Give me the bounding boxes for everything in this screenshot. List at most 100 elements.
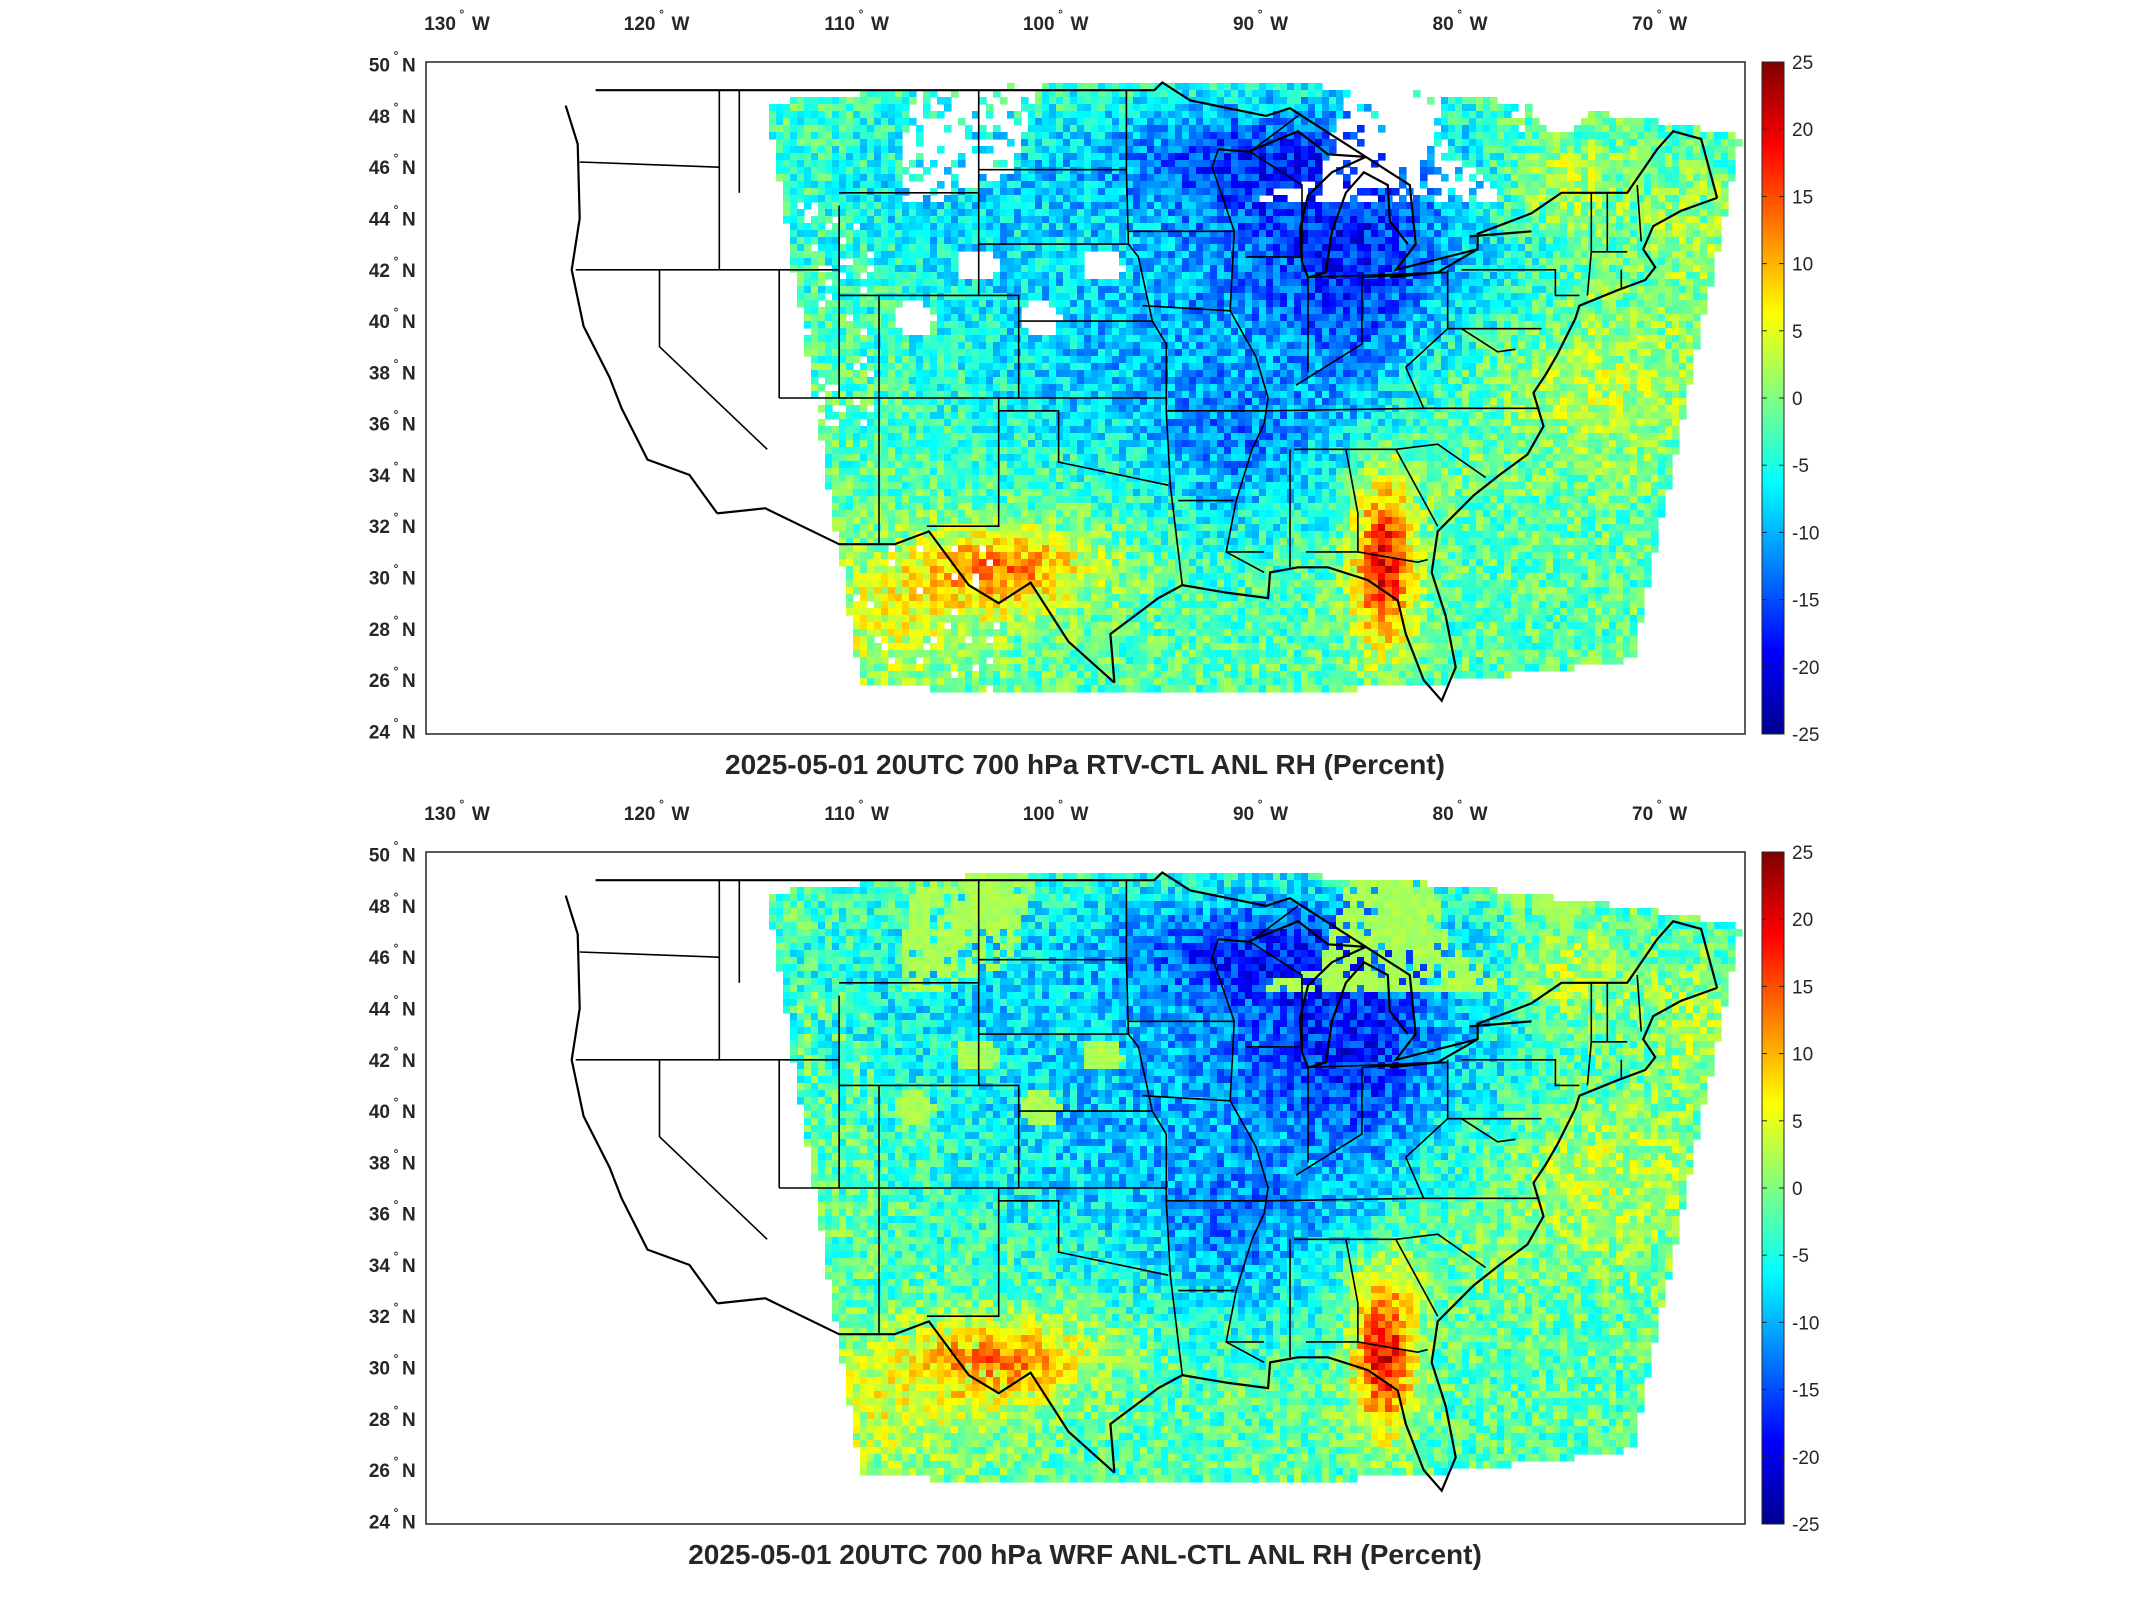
field-cell	[1693, 125, 1701, 133]
field-cell	[1140, 377, 1148, 385]
field-cell	[1273, 272, 1281, 280]
field-cell	[895, 335, 903, 343]
field-cell	[1028, 146, 1036, 154]
field-cell	[1294, 328, 1302, 336]
field-cell	[1259, 356, 1267, 364]
field-cell	[1539, 363, 1547, 371]
field-cell	[1196, 132, 1204, 140]
field-cell	[1266, 104, 1274, 112]
field-cell	[846, 181, 854, 189]
field-cell	[1287, 230, 1295, 238]
field-cell	[1210, 237, 1218, 245]
field-cell	[1609, 132, 1617, 140]
field-cell	[1658, 146, 1666, 154]
field-cell	[1637, 314, 1645, 322]
field-cell	[1070, 237, 1078, 245]
field-cell	[1140, 272, 1148, 280]
field-cell	[1483, 265, 1491, 273]
field-cell	[1602, 216, 1610, 224]
field-cell	[1098, 195, 1106, 203]
field-cell	[1532, 307, 1540, 315]
field-cell	[1518, 293, 1526, 301]
field-cell	[1273, 300, 1281, 308]
field-cell	[1483, 286, 1491, 294]
field-cell	[769, 132, 777, 140]
field-cell	[1231, 377, 1239, 385]
field-cell	[1329, 104, 1337, 112]
field-cell	[1140, 167, 1148, 175]
field-cell	[804, 300, 812, 308]
field-cell	[1532, 328, 1540, 336]
field-cell	[783, 174, 791, 182]
field-cell	[1329, 321, 1337, 329]
field-cell	[1686, 167, 1694, 175]
field-cell	[930, 111, 938, 119]
field-cell	[1644, 307, 1652, 315]
field-cell	[1098, 153, 1106, 161]
field-cell	[1322, 314, 1330, 322]
field-cell	[1196, 188, 1204, 196]
field-cell	[818, 307, 826, 315]
field-cell	[979, 230, 987, 238]
field-cell	[1105, 279, 1113, 287]
field-cell	[860, 244, 868, 252]
field-cell	[1168, 209, 1176, 217]
field-cell	[1028, 111, 1036, 119]
field-cell	[1546, 265, 1554, 273]
field-cell	[1189, 237, 1197, 245]
field-cell	[1413, 272, 1421, 280]
field-cell	[881, 363, 889, 371]
field-cell	[986, 111, 994, 119]
field-cell	[1182, 139, 1190, 147]
field-cell	[1266, 181, 1274, 189]
field-cell	[1070, 160, 1078, 168]
field-cell	[818, 223, 826, 231]
field-cell	[1721, 146, 1729, 154]
field-cell	[1567, 146, 1575, 154]
field-cell	[1567, 209, 1575, 217]
field-cell	[1231, 265, 1239, 273]
field-cell	[1287, 300, 1295, 308]
field-cell	[1154, 104, 1162, 112]
field-cell	[1238, 125, 1246, 133]
field-cell	[1203, 139, 1211, 147]
field-cell	[1539, 181, 1547, 189]
field-cell	[1105, 370, 1113, 378]
field-cell	[1441, 321, 1449, 329]
field-cell	[881, 216, 889, 224]
field-cell	[1147, 293, 1155, 301]
field-cell	[1105, 195, 1113, 203]
field-cell	[1441, 314, 1449, 322]
field-cell	[1105, 244, 1113, 252]
field-cell	[1084, 153, 1092, 161]
field-cell	[1168, 132, 1176, 140]
field-cell	[1546, 216, 1554, 224]
field-cell	[1399, 223, 1407, 231]
field-cell	[1588, 349, 1596, 357]
field-cell	[1567, 370, 1575, 378]
field-cell	[1161, 97, 1169, 105]
field-cell	[1406, 300, 1414, 308]
field-cell	[1385, 377, 1393, 385]
field-cell	[958, 286, 966, 294]
field-cell	[1567, 244, 1575, 252]
field-cell	[1679, 153, 1687, 161]
field-cell	[1126, 167, 1134, 175]
field-cell	[1112, 104, 1120, 112]
field-cell	[1588, 363, 1596, 371]
field-cell	[1084, 118, 1092, 126]
field-cell	[1098, 377, 1106, 385]
field-cell	[1238, 258, 1246, 266]
field-cell	[1679, 342, 1687, 350]
field-cell	[1700, 181, 1708, 189]
field-cell	[1686, 321, 1694, 329]
field-cell	[951, 356, 959, 364]
field-cell	[1420, 244, 1428, 252]
field-cell	[1630, 216, 1638, 224]
field-cell	[916, 160, 924, 168]
field-cell	[1602, 272, 1610, 280]
field-cell	[846, 307, 854, 315]
field-cell	[1455, 272, 1463, 280]
field-cell	[1651, 188, 1659, 196]
field-cell	[1665, 195, 1673, 203]
